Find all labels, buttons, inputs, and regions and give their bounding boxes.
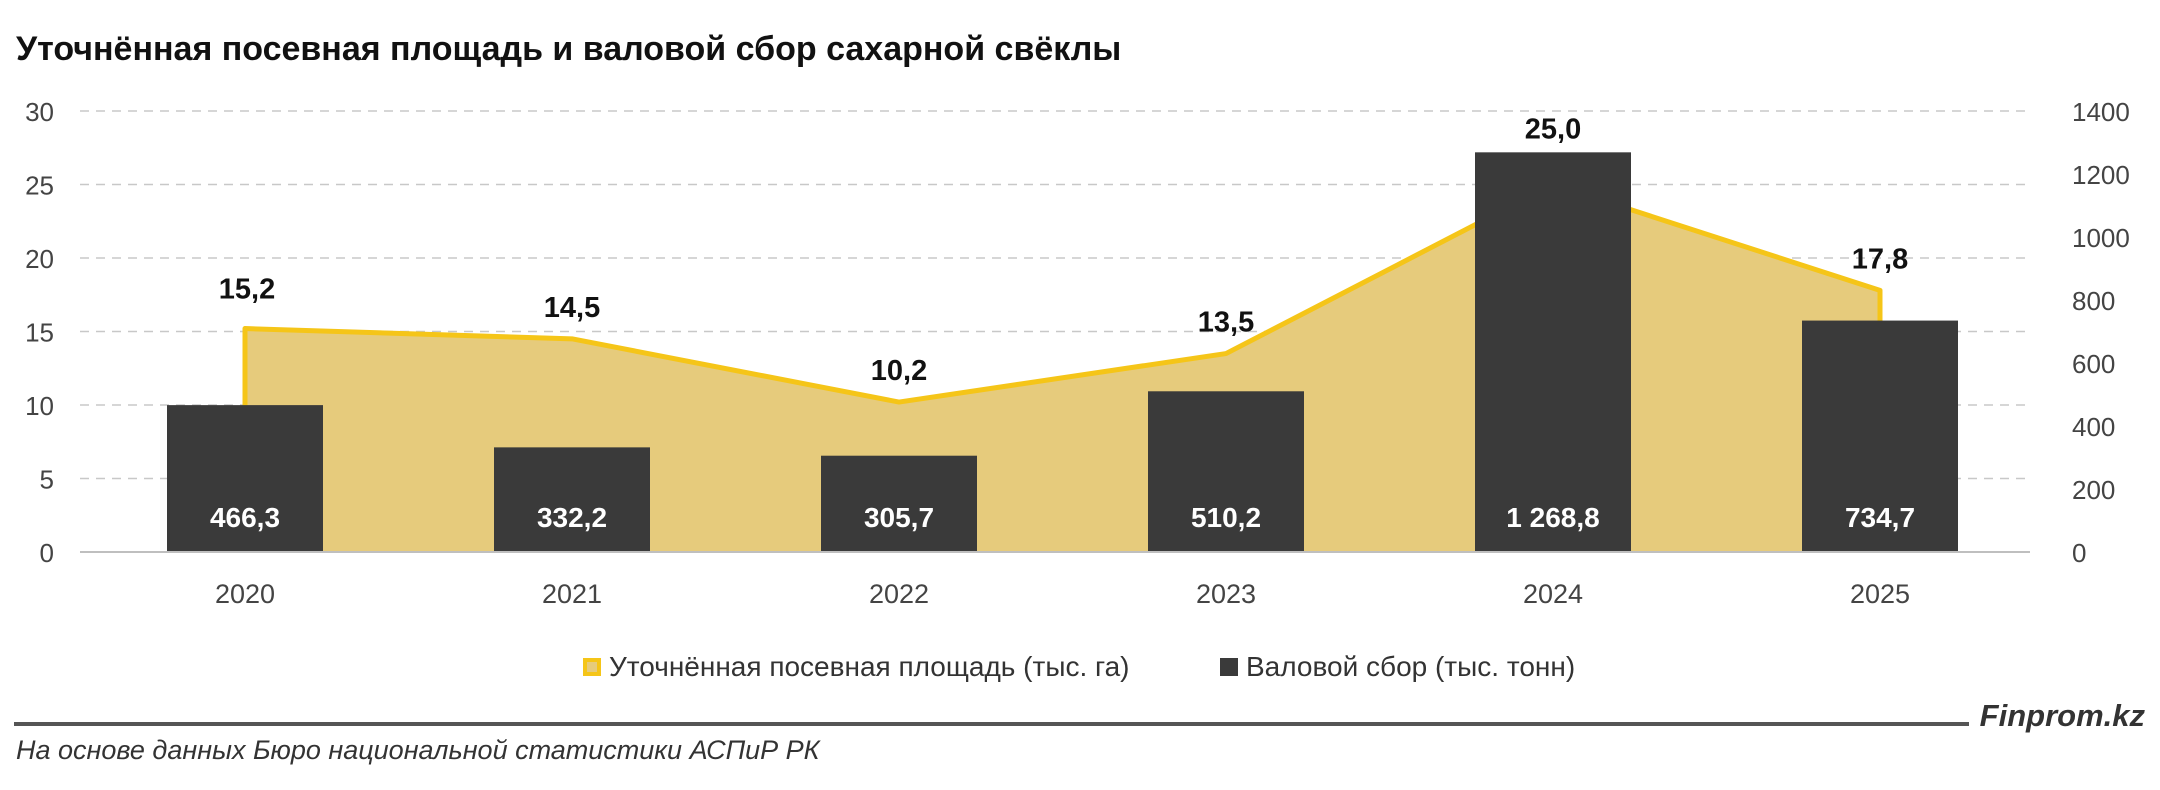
- x-tick-label: 2024: [1523, 579, 1583, 609]
- bar-value-label: 332,2: [537, 502, 607, 533]
- area-value-label: 13,5: [1198, 307, 1254, 339]
- bar-value-label: 510,2: [1191, 502, 1261, 533]
- divider-line: [14, 722, 1969, 726]
- area-fill: [245, 184, 1880, 552]
- chart-title: Уточнённая посевная площадь и валовой сб…: [16, 30, 1122, 68]
- bar: [494, 447, 650, 552]
- legend-swatch-production: [1220, 658, 1238, 676]
- legend-swatch-area: [583, 658, 601, 676]
- bar: [821, 455, 977, 552]
- x-tick-label: 2021: [542, 579, 602, 609]
- source-note: На основе данных Бюро национальной стати…: [16, 735, 820, 765]
- y-right-tick-label: 400: [2072, 412, 2115, 442]
- y-right-tick-label: 200: [2072, 475, 2115, 505]
- y-left-tick-label: 20: [25, 244, 54, 274]
- bar: [167, 405, 323, 552]
- y-right-tick-label: 1000: [2072, 223, 2130, 253]
- area-value-label: 17,8: [1852, 243, 1908, 275]
- chart-svg: 466,3 332,2 305,7 510,2 1 268,8 734,715,214,5…: [25, 97, 2130, 609]
- legend-item-area: Уточнённая посевная площадь (тыс. га): [583, 651, 1130, 683]
- legend-label-area: Уточнённая посевная площадь (тыс. га): [609, 651, 1130, 682]
- y-left-tick-label: 25: [25, 171, 54, 201]
- y-left-tick-label: 0: [40, 538, 54, 568]
- bar-series: [167, 152, 1958, 552]
- bar: [1802, 320, 1958, 552]
- bar: [1148, 391, 1304, 552]
- bar-value-label: 734,7: [1845, 502, 1915, 533]
- brand-logo-text: Finprom.kz: [1979, 698, 2145, 733]
- y-left-tick-label: 5: [40, 465, 54, 495]
- bar: [1475, 152, 1631, 552]
- y-right-tick-label: 1200: [2072, 160, 2130, 190]
- bar-value-label: 466,3: [210, 502, 280, 533]
- x-tick-label: 2020: [215, 579, 275, 609]
- area-outline: [242, 182, 1883, 552]
- y-right-tick-label: 1400: [2072, 97, 2130, 127]
- y-left-tick-label: 30: [25, 97, 54, 127]
- y-left-tick-label: 15: [25, 318, 54, 348]
- y-right-tick-label: 600: [2072, 349, 2115, 379]
- data-labels: 466,3 332,2 305,7 510,2 1 268,8 734,7 15,2 14,5…: [210, 113, 1915, 533]
- x-tick-label: 2025: [1850, 579, 1910, 609]
- legend-label-production: Валовой сбор (тыс. тонн): [1246, 651, 1576, 682]
- bar-value-label: 305,7: [864, 502, 934, 533]
- area-value-label: 10,2: [871, 355, 927, 387]
- area-value-label: 14,5: [544, 292, 600, 324]
- area-value-label: 25,0: [1525, 113, 1581, 145]
- area-value-label: 15,2: [219, 274, 275, 306]
- legend-item-production: Валовой сбор (тыс. тонн): [1220, 651, 1575, 683]
- y-left-tick-label: 10: [25, 391, 54, 421]
- bar-value-label: 1 268,8: [1506, 502, 1599, 533]
- x-tick-label: 2023: [1196, 579, 1256, 609]
- x-tick-label: 2022: [869, 579, 929, 609]
- axes: 0510152025300200400600800100012001400202…: [25, 97, 2130, 609]
- y-right-tick-label: 800: [2072, 286, 2115, 316]
- area-series: [242, 182, 1883, 552]
- y-right-tick-label: 0: [2072, 538, 2086, 568]
